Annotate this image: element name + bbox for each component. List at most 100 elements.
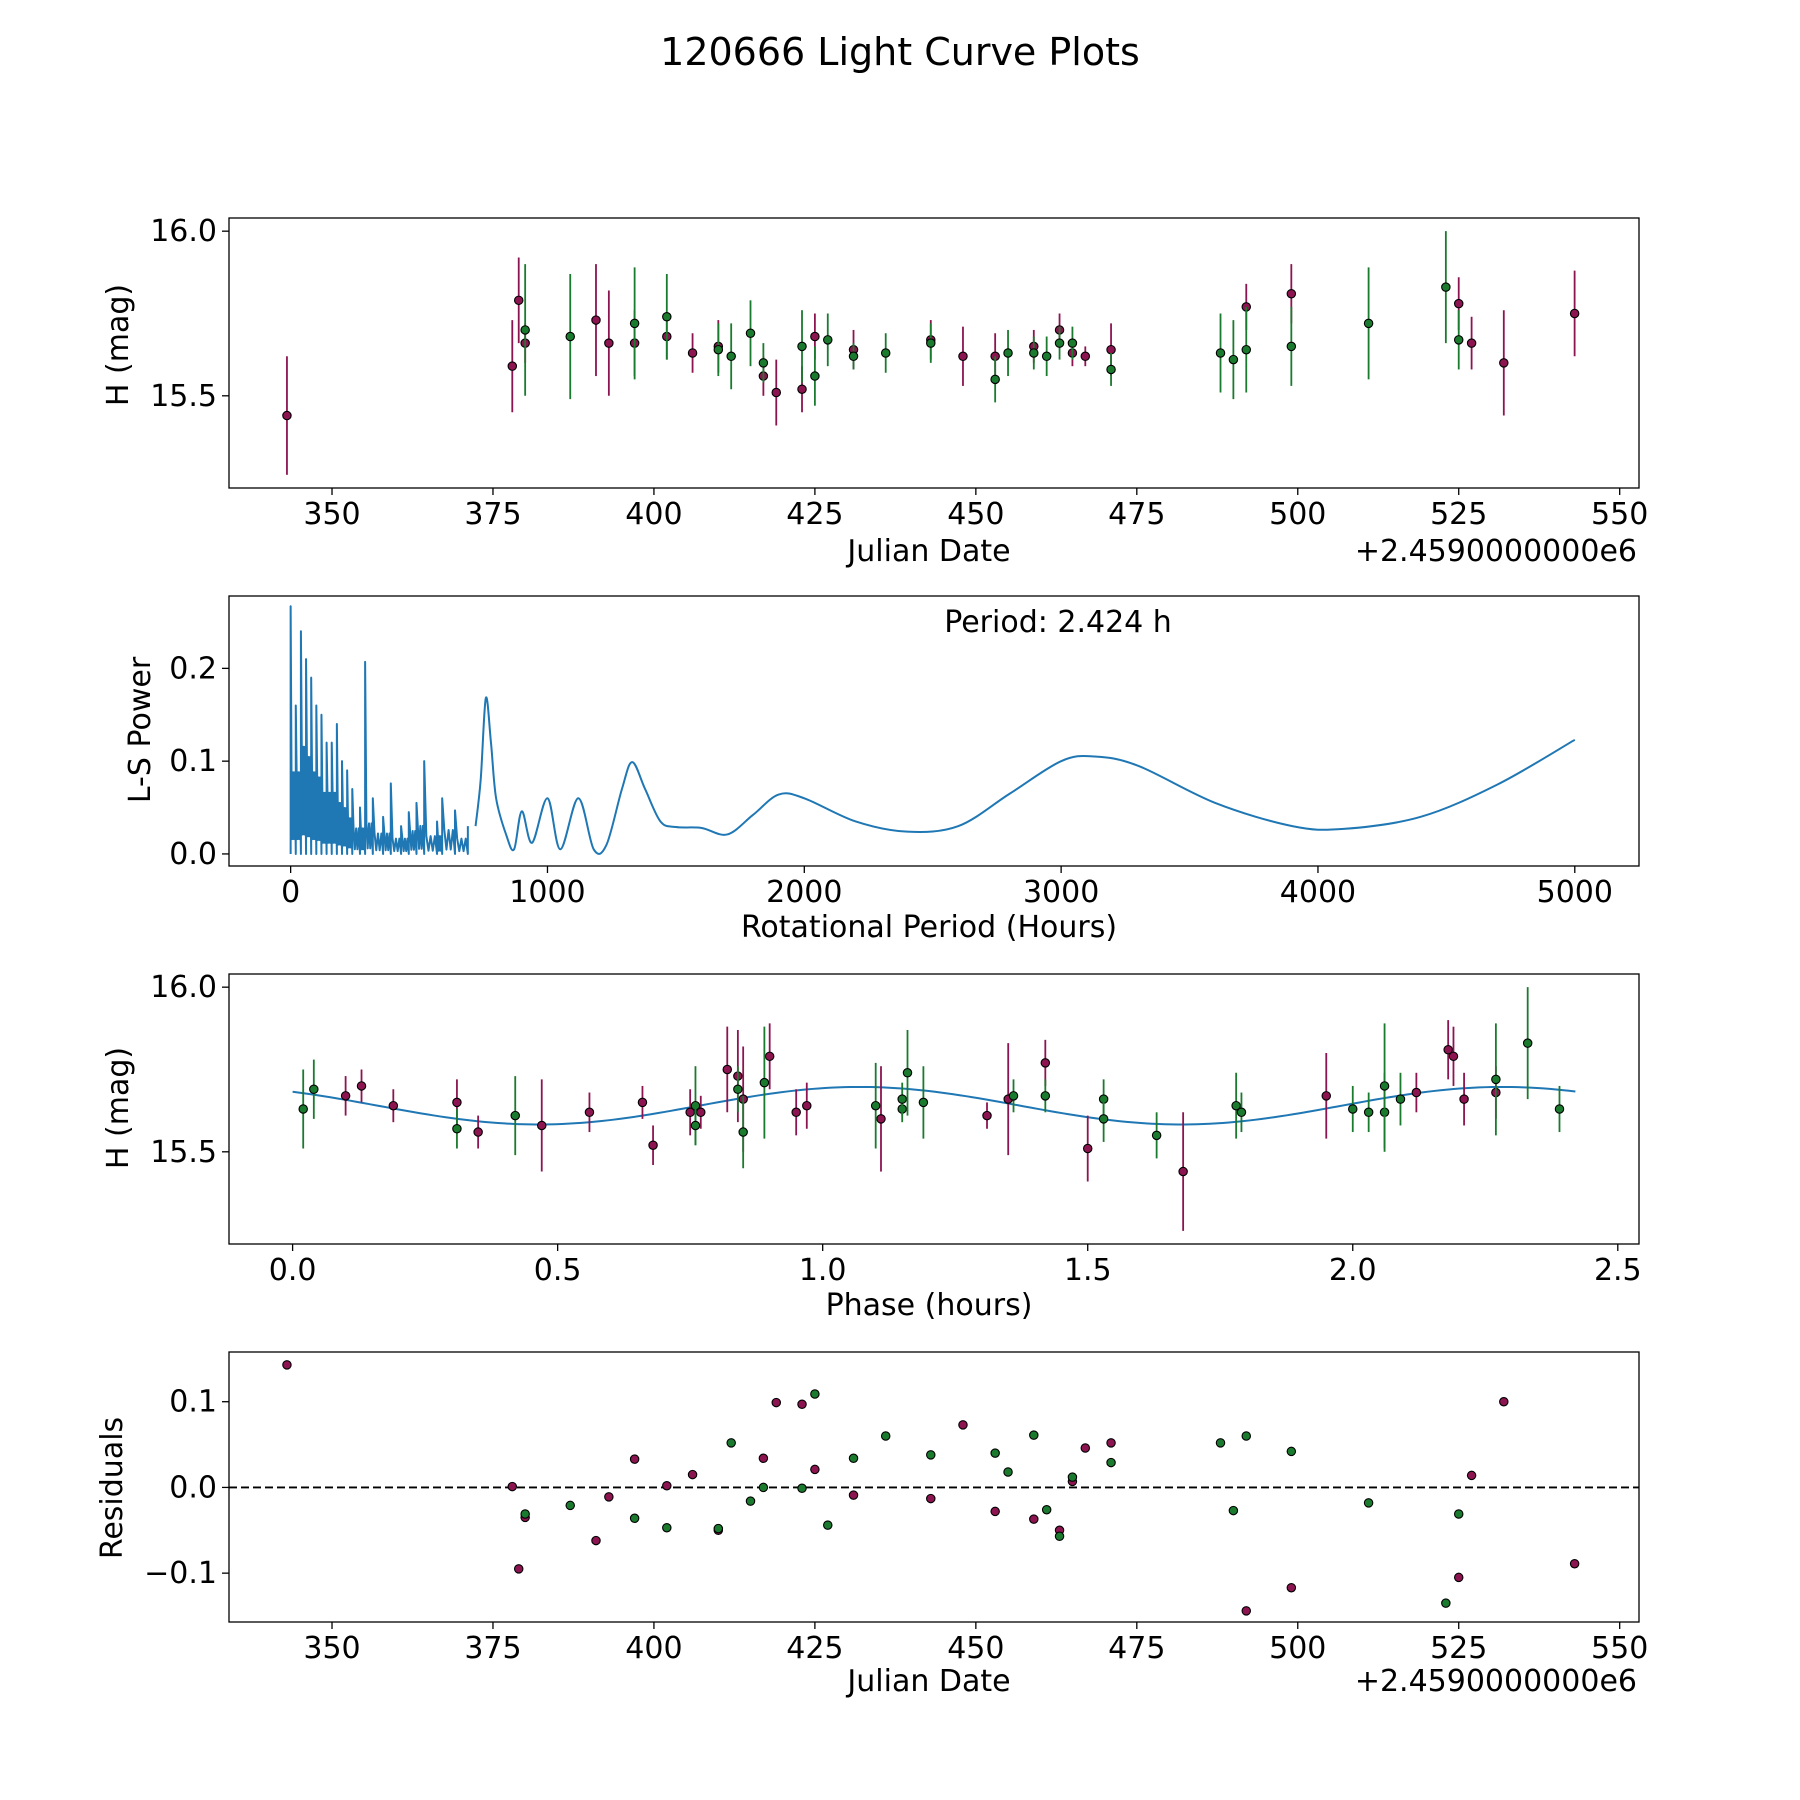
residuals-xtick-label: 400: [625, 1631, 682, 1666]
phase-plot-point-r: [584, 1107, 595, 1118]
residuals-point-g: [1363, 1498, 1374, 1508]
periodogram-xtick-label: 1000: [509, 875, 585, 910]
phase-plot-point-r: [696, 1107, 706, 1118]
residuals-point-g: [1067, 1472, 1078, 1482]
phase-plot-point-g: [1236, 1107, 1247, 1118]
phase-plot-point-g: [1395, 1094, 1406, 1104]
residuals-point-g: [810, 1389, 820, 1399]
phase-plot-point-r: [802, 1100, 812, 1111]
phase-plot-point-g: [1151, 1130, 1162, 1141]
phase-plot-point-r: [340, 1091, 351, 1101]
residuals-point-r: [507, 1481, 518, 1492]
residuals-point-g: [926, 1450, 936, 1460]
residuals-xlabel: Julian Date: [845, 1664, 1010, 1699]
phase-plot-xtick-label: 1.5: [1064, 1253, 1112, 1288]
residuals-x-offset: +2.4590000000e6: [1355, 1664, 1637, 1699]
light-curve-point-r: [507, 361, 518, 371]
light-curve-point-g: [1228, 354, 1239, 365]
light-curve-point-g: [745, 328, 756, 338]
residuals-ylabel: Residuals: [95, 1417, 130, 1559]
phase-plot-point-g: [1348, 1104, 1358, 1114]
light-curve-point-g: [1286, 341, 1297, 352]
period-annotation: Period: 2.424 h: [944, 605, 1172, 640]
light-curve-point-g: [1054, 338, 1065, 348]
light-curve-point-g: [1003, 348, 1013, 358]
residuals-point-g: [797, 1483, 807, 1494]
phase-plot-point-g: [897, 1094, 907, 1104]
light-curve-xtick-label: 375: [464, 497, 521, 532]
light-curve-x-offset: +2.4590000000e6: [1355, 534, 1637, 569]
residuals-point-g: [745, 1496, 756, 1506]
phase-plot-xtick-label: 1.0: [799, 1253, 847, 1288]
residuals-axes: 350 375 400 425 450 475 500 525 550 −0.1 0.0 0.1: [144, 1351, 1648, 1666]
light-curve-ytick-label: 16.0: [150, 214, 217, 249]
phase-plot-point-g: [1231, 1100, 1241, 1111]
phase-plot-point-r: [452, 1097, 462, 1108]
periodogram-xtick-label: 2000: [766, 875, 842, 910]
phase-plot-xtick-label: 0.5: [534, 1253, 582, 1288]
light-curve-ylabel: H (mag): [101, 284, 136, 406]
residuals-point-r: [629, 1454, 640, 1464]
phase-plot-point-r: [1321, 1091, 1332, 1101]
periodogram-xtick-label: 4000: [1280, 875, 1356, 910]
residuals-point-g: [848, 1453, 859, 1464]
residuals-xtick-label: 525: [1430, 1631, 1487, 1666]
panel-periodogram: L-S Power Rotational Period (Hours) Peri…: [123, 605, 1172, 945]
residuals-xtick-label: 500: [1269, 1631, 1326, 1666]
light-curve-point-g: [565, 331, 575, 342]
phase-plot-frame: [228, 973, 1640, 1245]
periodogram-ytick-label: 0.2: [169, 651, 217, 686]
residuals-xtick-label: 350: [303, 1631, 360, 1666]
light-curve-point-r: [1106, 344, 1116, 355]
residuals-point-r: [513, 1564, 524, 1574]
light-curve-point-r: [282, 410, 292, 421]
periodogram-xlabel: Rotational Period (Hours): [741, 910, 1117, 945]
phase-plot-point-r: [1459, 1094, 1469, 1104]
phase-plot-point-g: [298, 1104, 308, 1114]
residuals-point-g: [1228, 1505, 1239, 1516]
residuals-point-g: [713, 1523, 724, 1534]
phase-plot-point-r: [1082, 1143, 1093, 1154]
residuals-point-r: [1466, 1470, 1477, 1481]
light-curve-point-g: [1241, 344, 1252, 355]
phase-plot-point-r: [685, 1107, 695, 1118]
residuals-point-r: [990, 1506, 1000, 1517]
light-curve-point-g: [1215, 348, 1226, 358]
phase-plot-point-g: [1008, 1091, 1019, 1101]
light-curve-point-g: [726, 351, 736, 362]
residuals-point-g: [520, 1509, 530, 1519]
residuals-point-r: [848, 1490, 859, 1500]
figure-title: 120666 Light Curve Plots: [660, 30, 1140, 74]
panel-residuals: Residuals Julian Date +2.4590000000e6: [95, 1417, 1637, 1699]
phase-plot-xtick-label: 2.0: [1329, 1253, 1377, 1288]
light-curve-point-r: [1499, 358, 1509, 368]
phase-plot-point-g: [452, 1124, 462, 1134]
light-curve-point-g: [629, 318, 640, 329]
residuals-point-r: [1241, 1606, 1252, 1616]
light-curve-point-g: [810, 371, 820, 381]
periodogram-axes: 0 1000 2000 3000 4000 5000 0.0 0.1 0.2: [169, 595, 1640, 910]
light-curve-point-g: [1363, 318, 1374, 329]
phase-plot-point-g: [733, 1084, 743, 1094]
light-curve-point-g: [1029, 348, 1039, 358]
residuals-point-g: [1241, 1431, 1252, 1441]
phase-plot-xtick-label: 0.0: [269, 1253, 317, 1288]
light-curve-point-g: [797, 341, 807, 352]
phase-plot-point-r: [1178, 1166, 1188, 1177]
phase-plot-point-r: [473, 1127, 483, 1137]
periodogram-ytick-label: 0.0: [169, 837, 217, 872]
residuals-point-r: [282, 1360, 292, 1370]
residuals-point-r: [1029, 1514, 1039, 1524]
residuals-point-r: [758, 1453, 769, 1464]
phase-plot-point-g: [1098, 1114, 1109, 1124]
residuals-point-r: [771, 1397, 782, 1408]
phase-plot-point-r: [722, 1064, 733, 1075]
phase-plot-point-g: [918, 1097, 929, 1108]
residuals-ytick-label: 0.1: [169, 1385, 217, 1420]
phase-plot-point-r: [1448, 1051, 1459, 1062]
phase-plot-point-g: [738, 1127, 748, 1137]
phase-plot-ylabel: H (mag): [101, 1047, 136, 1169]
light-curve-point-r: [810, 331, 820, 342]
residuals-point-g: [1441, 1598, 1451, 1608]
phase-plot-point-g: [759, 1077, 770, 1088]
